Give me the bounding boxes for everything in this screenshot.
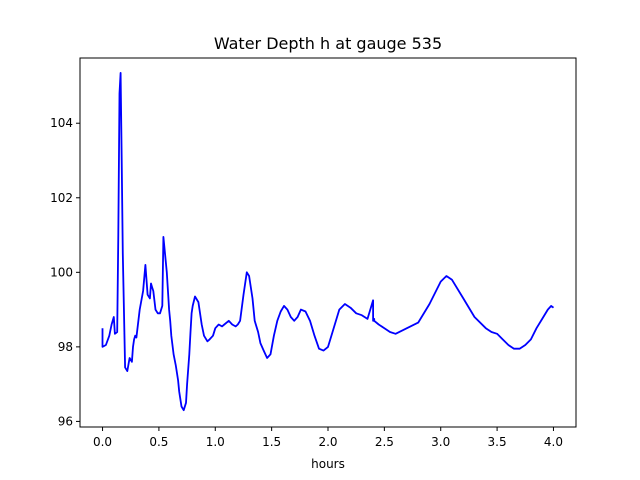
x-tick-label: 0.5: [149, 435, 168, 449]
y-tick-label: 104: [50, 116, 73, 130]
x-tick-label: 3.5: [488, 435, 507, 449]
x-tick-label: 3.0: [431, 435, 450, 449]
plot-area: [101, 72, 555, 412]
y-tick-label: 96: [58, 414, 73, 428]
x-tick-label: 1.0: [206, 435, 225, 449]
y-tick-label: 100: [50, 265, 73, 279]
series-line-0: [101, 72, 555, 412]
axis-ticks: 0.0 0.5 1.0 1.5 2.0 2.5 3.0 3.5 4.0 96 98 100 102 104: [50, 116, 563, 449]
x-axis-label: hours: [311, 457, 345, 471]
x-tick-label: 0.0: [93, 435, 112, 449]
x-tick-label: 2.5: [375, 435, 394, 449]
chart-title: Water Depth h at gauge 535: [214, 34, 442, 53]
x-tick-label: 4.0: [544, 435, 563, 449]
x-tick-label: 2.0: [318, 435, 337, 449]
y-tick-label: 102: [50, 191, 73, 205]
x-tick-label: 1.5: [262, 435, 281, 449]
plot-frame: [79, 57, 577, 428]
y-tick-label: 98: [58, 340, 73, 354]
